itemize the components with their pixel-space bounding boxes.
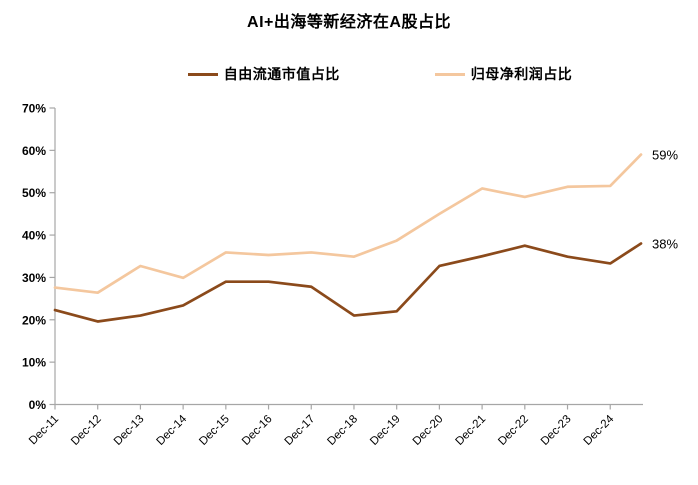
- legend: 自由流通市值占比 归母净利润占比: [31, 64, 698, 84]
- legend-label-free-float-mcap: 自由流通市值占比: [223, 66, 340, 82]
- series-line-1: [53, 153, 643, 295]
- x-tick-label: Dec-17: [283, 413, 318, 448]
- legend-line-swatch-light: [434, 72, 465, 76]
- chart-title: AI+出海等新经济在A股占比: [247, 14, 451, 31]
- y-tick-label: 70%: [22, 102, 46, 116]
- legend-label-net-profit: 归母净利润占比: [470, 66, 573, 82]
- legend-item-net-profit: 归母净利润占比: [434, 64, 573, 84]
- x-tick-label: Dec-12: [69, 413, 104, 448]
- legend-line-swatch-dark: [187, 72, 218, 76]
- legend-item-free-float-mcap: 自由流通市值占比: [187, 64, 340, 84]
- series-end-label-1: 59%: [652, 148, 678, 163]
- x-tick-label: Dec-24: [582, 413, 617, 448]
- x-tick-label: Dec-16: [240, 413, 275, 448]
- y-tick-label: 0%: [29, 398, 47, 412]
- x-tick-label: Dec-15: [197, 413, 232, 448]
- y-tick-label: 40%: [22, 229, 46, 243]
- y-tick-label: 50%: [22, 186, 46, 200]
- x-tick-label: Dec-20: [411, 413, 446, 448]
- x-tick-label: Dec-11: [27, 413, 61, 447]
- x-tick-label: Dec-13: [112, 413, 147, 448]
- series-end-label-0: 38%: [652, 237, 678, 252]
- y-tick-label: 10%: [22, 356, 46, 370]
- x-tick-label: Dec-21: [454, 413, 489, 448]
- x-tick-label: Dec-22: [496, 413, 531, 448]
- x-tick-label: Dec-19: [368, 413, 403, 448]
- x-tick-label: Dec-23: [539, 413, 574, 448]
- y-tick-label: 60%: [22, 144, 46, 158]
- y-tick-label: 20%: [22, 313, 46, 327]
- x-tick-label: Dec-18: [325, 413, 360, 448]
- y-tick-label: 30%: [22, 271, 46, 285]
- series-line-0: [53, 242, 643, 323]
- x-tick-label: Dec-14: [155, 413, 190, 448]
